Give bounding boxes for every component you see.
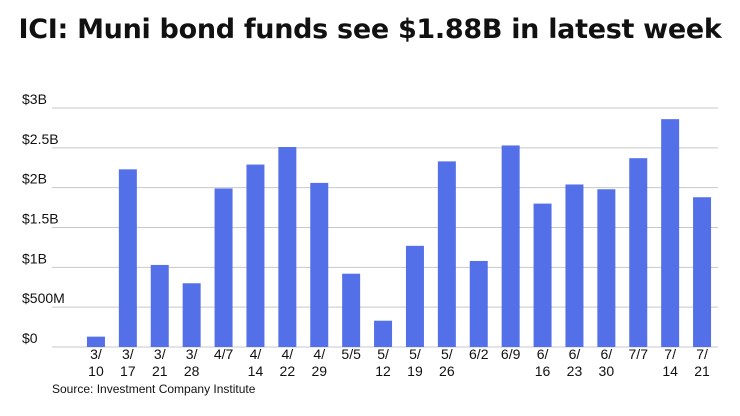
x-tick-label: 5/ [441, 346, 453, 362]
x-tick-label: 21 [152, 363, 168, 379]
x-tick-label: 6/9 [501, 346, 521, 362]
y-tick-label: $0 [22, 330, 38, 346]
x-axis: 3/103/173/213/284/7 4/144/224/295/5 5/125/… [88, 346, 710, 379]
x-tick-label: 21 [694, 363, 710, 379]
bar [214, 188, 233, 347]
x-tick-label: 14 [248, 363, 264, 379]
bar [565, 184, 584, 347]
x-tick-label: 6/ [537, 346, 549, 362]
x-tick-label: 3/ [122, 346, 134, 362]
y-tick-label: $1.5B [22, 211, 59, 227]
x-tick-label: 16 [535, 363, 551, 379]
bar [278, 147, 297, 347]
chart-title: ICI: Muni bond funds see $1.88B in lates… [18, 14, 722, 45]
bar [118, 169, 137, 347]
x-tick-label: 19 [407, 363, 423, 379]
x-tick-label: 3/ [186, 346, 198, 362]
x-tick-label: 3/ [90, 346, 102, 362]
bar [533, 203, 552, 347]
bar [597, 189, 616, 347]
x-tick-label: 3/ [154, 346, 166, 362]
x-tick-label: 7/ [696, 346, 708, 362]
bar [693, 197, 712, 347]
x-tick-label: 6/ [601, 346, 613, 362]
y-tick-label: $3B [22, 91, 47, 107]
bar [310, 182, 329, 347]
x-tick-label: 30 [599, 363, 615, 379]
source-note: Source: Investment Company Institute [52, 382, 256, 396]
x-tick-label: 4/ [313, 346, 325, 362]
x-tick-label: 4/ [282, 346, 294, 362]
bar [182, 283, 201, 347]
y-tick-label: $500M [22, 290, 65, 306]
bar [469, 260, 488, 347]
x-tick-label: 23 [567, 363, 583, 379]
bar [150, 264, 169, 347]
x-tick-label: 5/5 [341, 346, 361, 362]
x-tick-label: 26 [439, 363, 455, 379]
bar [342, 273, 361, 347]
y-axis: $0 $500M $1B $1.5B $2B $2.5B $3B [22, 91, 65, 346]
x-tick-label: 5/ [409, 346, 421, 362]
x-tick-label: 14 [662, 363, 678, 379]
bar [86, 336, 105, 347]
y-tick-label: $2B [22, 171, 47, 187]
x-tick-label: 10 [88, 363, 104, 379]
bar [405, 245, 424, 347]
x-tick-label: 6/ [569, 346, 581, 362]
x-tick-label: 7/7 [629, 346, 649, 362]
bar [629, 158, 648, 347]
y-tick-label: $2.5B [22, 131, 59, 147]
x-tick-label: 17 [120, 363, 136, 379]
x-tick-label: 5/ [377, 346, 389, 362]
bars [86, 119, 712, 347]
bar [437, 161, 456, 347]
x-tick-label: 4/ [250, 346, 262, 362]
x-tick-label: 12 [375, 363, 391, 379]
x-tick-label: 28 [184, 363, 200, 379]
y-tick-label: $1B [22, 250, 47, 266]
x-tick-label: 4/7 [214, 346, 234, 362]
x-tick-label: 7/ [664, 346, 676, 362]
bar [661, 119, 680, 347]
x-tick-label: 6/2 [469, 346, 489, 362]
bar [374, 320, 393, 347]
x-tick-label: 29 [311, 363, 327, 379]
x-tick-label: 22 [280, 363, 296, 379]
bar [246, 164, 265, 347]
bar [501, 145, 520, 347]
